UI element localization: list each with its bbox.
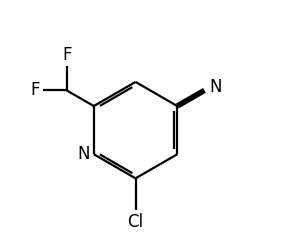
Text: Cl: Cl [128,213,144,231]
Text: N: N [77,145,90,163]
Text: N: N [210,78,222,96]
Text: F: F [31,81,40,99]
Text: F: F [62,46,71,64]
